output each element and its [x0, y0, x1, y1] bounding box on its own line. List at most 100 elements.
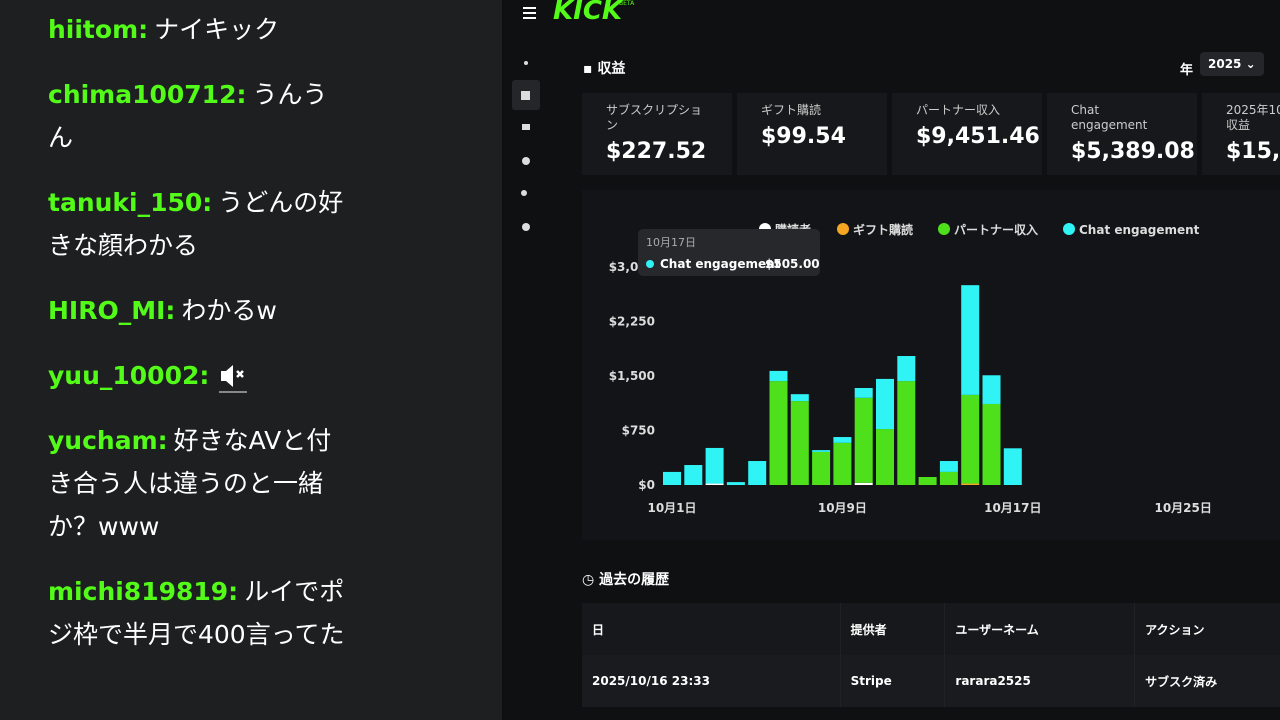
chat-text: うんうん [48, 80, 328, 152]
chat-text: 好きなAVと付き合う人は違うのと一緒か？www [48, 426, 332, 541]
chat-user: yucham: [48, 426, 168, 455]
chat-message: chima100712: うんうん [48, 73, 348, 159]
section-title: ▪ 収益 [583, 61, 626, 77]
card-value: $5,389.08 [1071, 139, 1195, 164]
chat-message: yucham: 好きなAVと付き合う人は違うのと一緒か？www [48, 419, 348, 548]
bar-segment [982, 375, 1001, 404]
muted-emote [219, 365, 248, 393]
bar-segment [812, 450, 831, 452]
bar-segment [833, 437, 852, 443]
card-value: $15,1 [1226, 139, 1280, 164]
chart-card: $0 $750 $1,500 $2,250 $3,000 10月1日 10月9日 10月17日… [582, 190, 1280, 540]
emote-x [236, 370, 245, 378]
bar-segment [726, 482, 745, 485]
table-header: 提供者 [840, 603, 946, 655]
x-tick-label: 10月17日 [984, 501, 1041, 515]
y-tick-label: $750 [622, 424, 655, 438]
bar-segment [812, 451, 831, 485]
bar-segment [939, 461, 958, 472]
legend-label: ギフト購読 [853, 222, 913, 237]
bar-segment [876, 378, 894, 430]
summary-card: ギフト購読 $99.54 [737, 93, 887, 175]
bar-segment [854, 397, 873, 483]
sidebar [512, 7, 540, 231]
legend-swatch [1063, 223, 1075, 235]
bar-segment [897, 356, 916, 382]
beta-badge: BETA [619, 0, 635, 7]
summary-card: パートナー収入 $9,451.46 [892, 93, 1042, 175]
emote-speaker [221, 365, 234, 387]
section-title-text: 収益 [597, 61, 626, 77]
chat-user: chima100712: [48, 80, 247, 109]
bar-segment [939, 471, 958, 485]
table-cell: rarara2525 [944, 655, 1136, 707]
bar-segment [897, 381, 916, 485]
year-value: 2025 [1208, 57, 1242, 71]
bar-segment [961, 394, 980, 484]
card-label: パートナー収入 [916, 103, 1001, 117]
y-tick-label: $1,500 [609, 369, 655, 383]
chat-messages: hiitom: ナイキック chima100712: うんうん tanuki_150: う… [48, 8, 348, 678]
chat-user: michi819819: [48, 577, 239, 606]
tooltip-date: 10月17日 [646, 236, 696, 249]
card-value: $227.52 [606, 139, 707, 164]
x-tick-label: 10月1日 [647, 501, 696, 515]
chat-user: HIRO_MI: [48, 296, 176, 325]
legend-label: Chat engagement [1079, 223, 1200, 237]
bar-segment [876, 429, 894, 485]
bar-segment [684, 465, 703, 485]
dashboard: KICK BETA ▪ 収益 年 2025 ⌄ サブスクリプション $227.52… [503, 0, 1280, 720]
chat-text: ルイでポジ枠で半月で400言ってた [48, 577, 345, 649]
table-row: 2025/10/16 23:33 Stripe rarara2525 サブスク済み [582, 655, 1280, 707]
card-label: 2025年10 収益 [1226, 103, 1280, 132]
logo: KICK [553, 0, 623, 26]
summary-card: サブスクリプション $227.52 [582, 93, 732, 175]
x-tick-label: 10月25日 [1154, 501, 1211, 515]
tooltip-swatch [646, 260, 654, 268]
bar-segment [982, 403, 1001, 485]
chat-user: tanuki_150: [48, 188, 213, 217]
card-label: サブスクリプション [606, 103, 703, 132]
chat-message: tanuki_150: うどんの好きな顔わかる [48, 181, 348, 267]
chat-message: HIRO_MI: わかるw [48, 289, 348, 332]
table-header: ユーザーネーム [944, 603, 1136, 655]
bar-segment [790, 394, 809, 402]
table-cell: Stripe [840, 655, 946, 707]
bar-segment [1003, 448, 1022, 485]
chat-text: ナイキック [154, 15, 280, 44]
bar-segment [748, 461, 767, 485]
table-header: アクション [1134, 603, 1280, 655]
header-row: 日提供者 ユーザーネーム アクション [582, 603, 1280, 655]
card-label: ギフト購読 [761, 103, 822, 117]
legend-swatch [837, 223, 849, 235]
y-tick-label: $2,250 [609, 315, 655, 329]
tooltip-box [638, 229, 820, 276]
history-title: ◷ 過去の履歴 [582, 572, 670, 588]
bar-segment [705, 447, 724, 484]
chat-message: michi819819: ルイでポジ枠で半月で400言ってた [48, 570, 348, 656]
card-value: $9,451.46 [916, 124, 1040, 149]
chat-user: hiitom: [48, 15, 149, 44]
chat-panel: hiitom: ナイキック chima100712: うんうん tanuki_150: う… [0, 0, 502, 720]
bar-segment [961, 285, 980, 395]
year-label: 年 [1180, 63, 1194, 78]
bar-segment [833, 442, 852, 485]
history-title-text: 過去の履歴 [599, 572, 670, 588]
bar-segment [705, 483, 724, 485]
bar-segment [854, 482, 873, 485]
year-select[interactable]: 2025 ⌄ [1200, 52, 1264, 76]
x-tick-label: 10月9日 [818, 501, 867, 515]
table-cell: 2025/10/16 23:33 [582, 655, 841, 707]
chat-message: hiitom: ナイキック [48, 8, 348, 51]
chat-message: yuu_10002: [48, 354, 348, 397]
chat-user: yuu_10002: [48, 361, 210, 390]
card-label: Chat engagement [1071, 103, 1148, 132]
bar-segment [769, 370, 788, 382]
chat-text: うどんの好きな顔わかる [48, 188, 344, 260]
bar-segment [663, 471, 681, 485]
bar-segment [854, 387, 873, 398]
bar-segment [790, 401, 809, 485]
bar-segment [961, 483, 980, 485]
table-cell: サブスク済み [1134, 655, 1280, 707]
